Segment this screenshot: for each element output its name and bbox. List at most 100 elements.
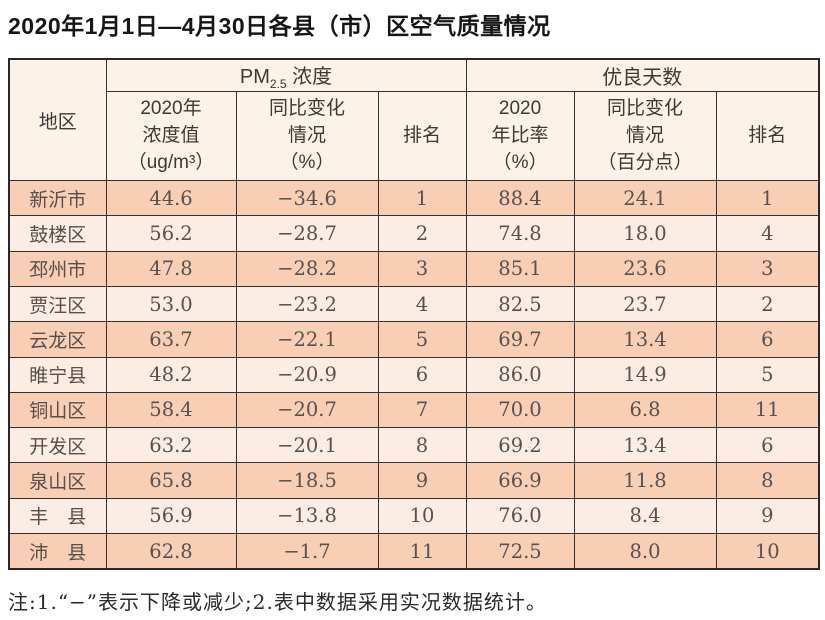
good-change-cell: 24.1 — [573, 180, 717, 217]
table-row: 睢宁县 48.2 −20.9 6 86.0 14.9 5 — [8, 356, 820, 393]
pm25-change-cell: −28.2 — [235, 250, 379, 287]
good-rate-cell: 76.0 — [465, 497, 575, 535]
pm25-value-cell: 65.8 — [105, 462, 237, 499]
pm25-rank-cell: 3 — [377, 250, 467, 287]
region-cell: 睢宁县 — [8, 356, 107, 393]
pm25-group-label-suffix: 浓度 — [286, 66, 333, 89]
table-row: 泉山区 65.8 −18.5 9 66.9 11.8 8 — [8, 462, 820, 499]
pm25-value-cell: 44.6 — [105, 180, 237, 217]
pm25-change-cell: −1.7 — [235, 533, 379, 570]
good-rate-cell: 86.0 — [465, 356, 575, 393]
good-rank-cell: 4 — [715, 215, 820, 252]
table-row: 鼓楼区 56.2 −28.7 2 74.8 18.0 4 — [8, 215, 820, 252]
good-rank-cell: 10 — [715, 533, 820, 570]
pm25-rank-cell: 1 — [377, 180, 467, 217]
pm25-value-cell: 56.9 — [105, 497, 237, 535]
pm25-change-cell: −20.9 — [235, 356, 379, 393]
pm25-value-cell: 58.4 — [105, 391, 237, 429]
pm25-value-cell: 48.2 — [105, 356, 237, 393]
pm25-rank-cell: 7 — [377, 391, 467, 429]
pm25-group-label: PM — [239, 66, 270, 89]
pm25-change-cell: −13.8 — [235, 497, 379, 535]
pm25-subscript: 2.5 — [269, 77, 287, 92]
good-change-cell: 23.6 — [573, 250, 717, 287]
pm25-change-cell: −22.1 — [235, 321, 379, 358]
good-rate-cell: 66.9 — [465, 462, 575, 499]
pm25-value-cell: 62.8 — [105, 533, 237, 570]
good-change-cell: 6.8 — [573, 391, 717, 429]
good-rank-cell: 8 — [715, 462, 820, 499]
region-cell: 沛 县 — [8, 533, 107, 570]
pm25-rank-cell: 8 — [377, 427, 467, 464]
pm25-change-cell: −18.5 — [235, 462, 379, 499]
column-header-pm25-rank: 排名 — [377, 91, 467, 182]
pm25-change-cell: −20.7 — [235, 391, 379, 429]
pm25-value-cell: 56.2 — [105, 215, 237, 252]
column-header-good-change: 同比变化 情况 （百分点） — [573, 91, 717, 182]
good-rank-cell: 11 — [715, 391, 820, 429]
good-rank-cell: 6 — [715, 321, 820, 358]
region-cell: 泉山区 — [8, 462, 107, 499]
good-change-cell: 23.7 — [573, 285, 717, 323]
page-title: 2020年1月1日—4月30日各县（市）区空气质量情况 — [8, 13, 551, 39]
table-row: 新沂市 44.6 −34.6 1 88.4 24.1 1 — [8, 180, 820, 217]
table-row: 开发区 63.2 −20.1 8 69.2 13.4 6 — [8, 427, 820, 464]
table-row: 沛 县 62.8 −1.7 11 72.5 8.0 10 — [8, 533, 820, 570]
good-rank-cell: 2 — [715, 285, 820, 323]
column-header-good-rate: 2020 年比率 （%） — [465, 91, 575, 182]
column-group-good-days: 优良天数 — [465, 58, 820, 93]
table-row: 邳州市 47.8 −28.2 3 85.1 23.6 3 — [8, 250, 820, 287]
good-change-cell: 8.0 — [573, 533, 717, 570]
pm25-change-cell: −34.6 — [235, 180, 379, 217]
pm25-rank-cell: 11 — [377, 533, 467, 570]
pm25-rank-cell: 2 — [377, 215, 467, 252]
table-footnote: 注:1.“−”表示下降或减少;2.表中数据采用实况数据统计。 — [8, 590, 547, 614]
region-cell: 铜山区 — [8, 391, 107, 429]
region-cell: 贾汪区 — [8, 285, 107, 323]
good-change-cell: 11.8 — [573, 462, 717, 499]
table-group-header-row: 地区 PM2.5 浓度 优良天数 — [8, 58, 820, 182]
good-change-cell: 13.4 — [573, 427, 717, 464]
pm25-rank-cell: 9 — [377, 462, 467, 499]
column-header-good-rank: 排名 — [715, 91, 820, 182]
pm25-rank-cell: 10 — [377, 497, 467, 535]
region-cell: 鼓楼区 — [8, 215, 107, 252]
pm25-rank-cell: 5 — [377, 321, 467, 358]
good-rank-cell: 6 — [715, 427, 820, 464]
table-row: 丰 县 56.9 −13.8 10 76.0 8.4 9 — [8, 497, 820, 535]
good-rank-cell: 1 — [715, 180, 820, 217]
good-change-cell: 14.9 — [573, 356, 717, 393]
good-rate-cell: 72.5 — [465, 533, 575, 570]
good-change-cell: 13.4 — [573, 321, 717, 358]
table-sub-header-row: 2020年 浓度值 （ug/m³） 同比变化 情况 （%） 排名 2020 年比… — [9, 91, 820, 182]
good-rate-cell: 69.7 — [465, 321, 575, 358]
good-rank-cell: 3 — [715, 250, 820, 287]
good-rate-cell: 74.8 — [465, 215, 575, 252]
pm25-value-cell: 53.0 — [105, 285, 237, 323]
region-cell: 邳州市 — [8, 250, 107, 287]
good-rate-cell: 88.4 — [465, 180, 575, 217]
good-rate-cell: 82.5 — [465, 285, 575, 323]
region-cell: 丰 县 — [8, 497, 107, 535]
pm25-rank-cell: 6 — [377, 356, 467, 393]
pm25-change-cell: −23.2 — [235, 285, 379, 323]
column-header-pm25-value: 2020年 浓度值 （ug/m³） — [105, 91, 237, 182]
good-change-cell: 18.0 — [573, 215, 717, 252]
good-rank-cell: 9 — [715, 497, 820, 535]
pm25-rank-cell: 4 — [377, 285, 467, 323]
pm25-value-cell: 63.2 — [105, 427, 237, 464]
column-header-pm25-change: 同比变化 情况 （%） — [235, 91, 379, 182]
column-group-pm25: PM2.5 浓度 — [105, 58, 467, 93]
table-row: 贾汪区 53.0 −23.2 4 82.5 23.7 2 — [8, 285, 820, 323]
good-rate-cell: 70.0 — [465, 391, 575, 429]
pm25-change-cell: −20.1 — [235, 427, 379, 464]
good-rate-cell: 69.2 — [465, 427, 575, 464]
good-change-cell: 8.4 — [573, 497, 717, 535]
table-row: 云龙区 63.7 −22.1 5 69.7 13.4 6 — [8, 321, 820, 358]
column-header-region: 地区 — [8, 58, 107, 182]
good-rank-cell: 5 — [715, 356, 820, 393]
good-rate-cell: 85.1 — [465, 250, 575, 287]
region-cell: 开发区 — [8, 427, 107, 464]
table-row: 铜山区 58.4 −20.7 7 70.0 6.8 11 — [8, 391, 820, 429]
region-cell: 新沂市 — [8, 180, 107, 217]
